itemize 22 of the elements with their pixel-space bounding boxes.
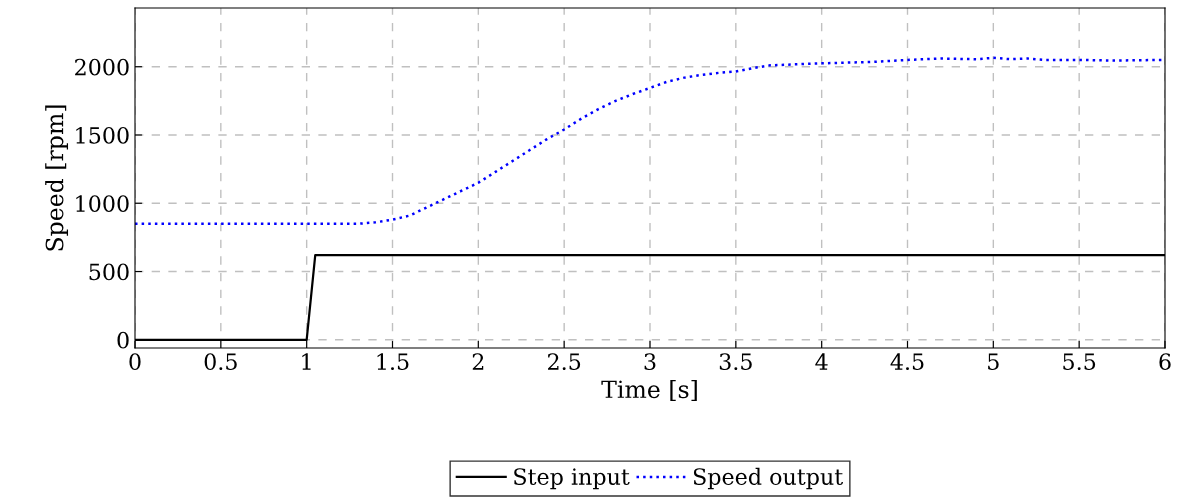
x-tick-label: 5.5 — [1063, 353, 1096, 371]
x-tick-label: 1.5 — [377, 353, 409, 371]
y-tick-label: 1000 — [76, 195, 129, 213]
x-tick-label: 4 — [815, 353, 828, 370]
x-tick-label: 2.5 — [548, 353, 581, 371]
y-axis-title: Speed [rpm] — [45, 105, 69, 251]
y-tick-label: 1500 — [76, 126, 129, 144]
legend-label: Step input — [514, 468, 630, 490]
legend-label: Speed output — [693, 467, 844, 490]
x-tick-label: 1 — [302, 353, 311, 370]
x-tick-label: 2 — [472, 353, 484, 370]
x-axis-title: Time [s] — [601, 379, 697, 401]
x-tick-label: 6 — [1159, 353, 1171, 371]
x-tick-label: 3.5 — [719, 353, 752, 371]
y-tick-label: 0 — [117, 331, 129, 349]
x-tick-label: 4.5 — [890, 353, 924, 371]
x-tick-label: 0.5 — [204, 353, 237, 371]
x-tick-label: 5 — [988, 353, 999, 371]
x-tick-label: 0 — [129, 353, 141, 371]
y-tick-label: 500 — [89, 263, 129, 281]
y-tick-label: 2000 — [75, 58, 129, 76]
x-tick-label: 3 — [644, 353, 656, 371]
